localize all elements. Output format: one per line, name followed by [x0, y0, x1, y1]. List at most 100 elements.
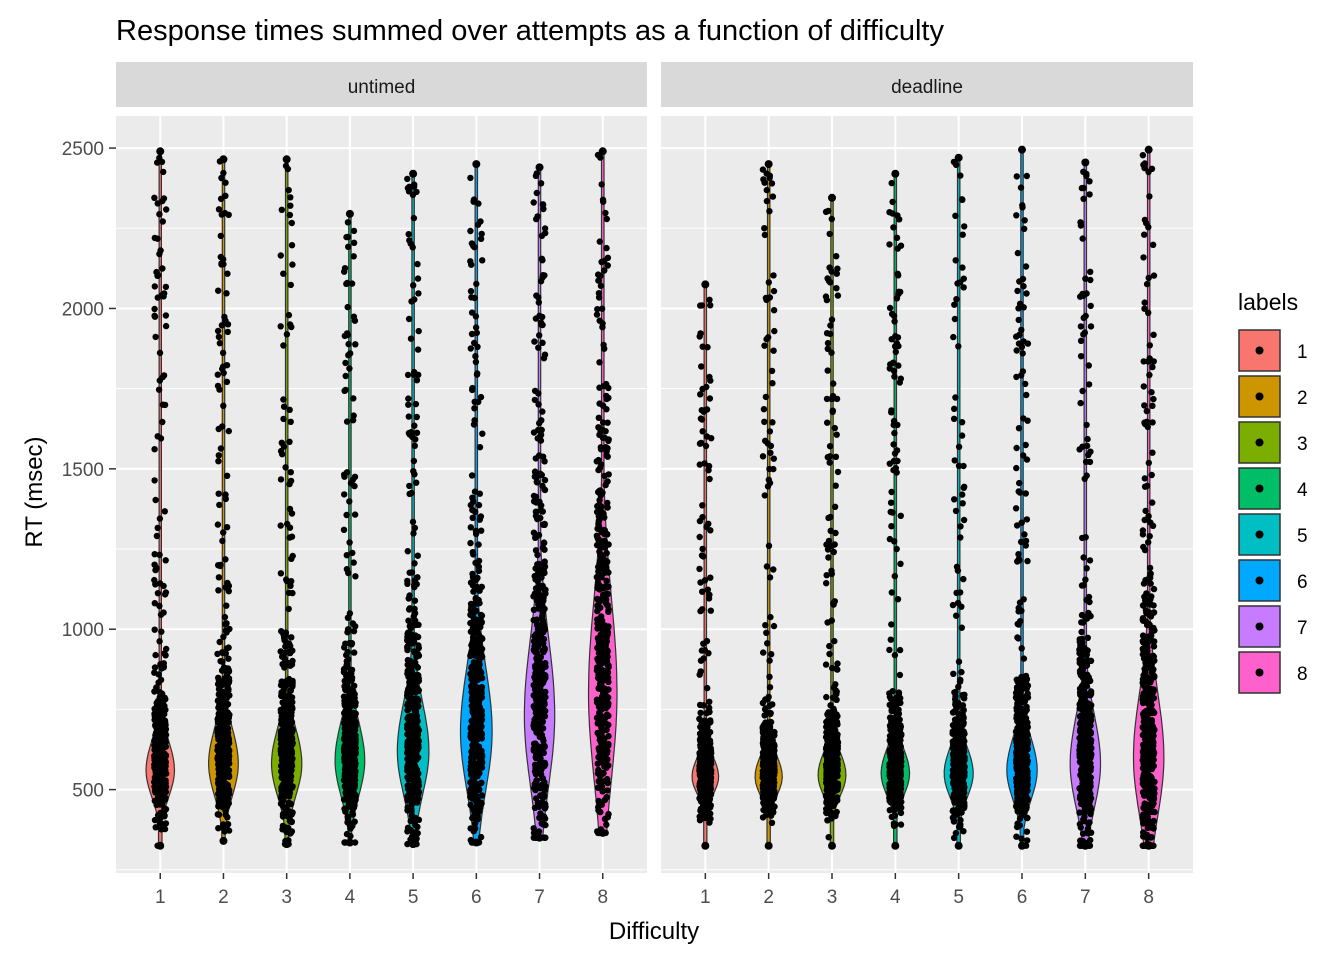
data-point	[475, 200, 481, 206]
data-point	[472, 353, 478, 359]
data-point	[770, 732, 776, 738]
data-point	[888, 500, 894, 506]
x-tick-label: 3	[281, 887, 292, 908]
data-point	[699, 546, 705, 552]
data-point	[405, 717, 411, 723]
data-point	[152, 283, 158, 289]
data-point	[163, 646, 169, 652]
data-point	[281, 404, 287, 410]
data-point	[766, 543, 772, 549]
data-point	[767, 684, 773, 690]
data-point	[605, 395, 611, 401]
data-point	[698, 440, 704, 446]
data-point	[341, 491, 347, 497]
data-point	[469, 709, 475, 715]
data-point	[605, 385, 611, 391]
data-point	[834, 432, 840, 438]
data-point	[163, 557, 169, 563]
data-point	[697, 391, 703, 397]
data-point	[897, 672, 903, 678]
data-point	[477, 654, 483, 660]
data-point	[539, 256, 545, 262]
data-point	[539, 274, 545, 280]
data-point	[156, 812, 162, 818]
data-point	[406, 316, 412, 322]
data-point	[761, 225, 767, 231]
data-point	[469, 782, 475, 788]
data-point	[595, 489, 601, 495]
data-point	[835, 469, 841, 475]
data-point	[701, 842, 709, 850]
data-point	[760, 750, 766, 756]
data-point	[347, 717, 353, 723]
data-point	[280, 813, 286, 819]
data-point	[599, 181, 605, 187]
data-point	[157, 801, 163, 807]
data-point	[352, 700, 358, 706]
data-point	[600, 342, 606, 348]
data-point	[698, 363, 704, 369]
data-point	[697, 768, 703, 774]
data-point	[603, 794, 609, 800]
data-point	[224, 719, 230, 725]
data-point	[478, 528, 484, 534]
data-point	[159, 265, 165, 271]
data-point	[347, 350, 353, 356]
data-point	[280, 271, 286, 277]
data-point	[762, 769, 768, 775]
x-axis-label: Difficulty	[609, 918, 699, 945]
data-point	[154, 236, 160, 242]
data-point	[766, 657, 772, 663]
data-point	[406, 184, 412, 190]
data-point	[351, 412, 357, 418]
data-point	[404, 637, 410, 643]
data-point	[767, 428, 773, 434]
data-point	[278, 522, 284, 528]
data-point	[225, 795, 231, 801]
data-point	[160, 778, 166, 784]
data-point	[603, 245, 609, 251]
data-point	[538, 180, 544, 186]
data-point	[894, 235, 900, 241]
data-point	[280, 416, 286, 422]
data-point	[468, 524, 474, 530]
data-point	[163, 284, 169, 290]
data-point	[153, 824, 159, 830]
data-point	[537, 665, 543, 671]
data-point	[760, 700, 766, 706]
data-point	[823, 694, 829, 700]
data-point	[344, 280, 350, 286]
data-point	[479, 735, 485, 741]
data-point	[533, 721, 539, 727]
data-point	[761, 419, 767, 425]
data-point	[411, 729, 417, 735]
data-point	[536, 834, 544, 842]
data-point	[771, 623, 777, 629]
data-point	[345, 234, 351, 240]
data-point	[411, 582, 417, 588]
data-point	[596, 701, 602, 707]
data-point	[606, 471, 612, 477]
data-point	[352, 341, 358, 347]
data-point	[761, 712, 767, 718]
data-point	[538, 502, 544, 508]
data-point	[594, 667, 600, 673]
data-point	[278, 252, 284, 258]
data-point	[830, 408, 836, 414]
data-point	[595, 271, 601, 277]
data-point	[343, 748, 349, 754]
data-point	[409, 790, 415, 796]
data-point	[605, 584, 611, 590]
data-point	[602, 816, 608, 822]
data-point	[279, 207, 285, 213]
data-point	[699, 502, 705, 508]
data-point	[160, 402, 166, 408]
data-point	[351, 483, 357, 489]
data-point	[540, 508, 546, 514]
data-point	[215, 458, 221, 464]
data-point	[411, 648, 417, 654]
data-point	[415, 346, 421, 352]
data-point	[706, 463, 712, 469]
data-point	[598, 461, 604, 467]
